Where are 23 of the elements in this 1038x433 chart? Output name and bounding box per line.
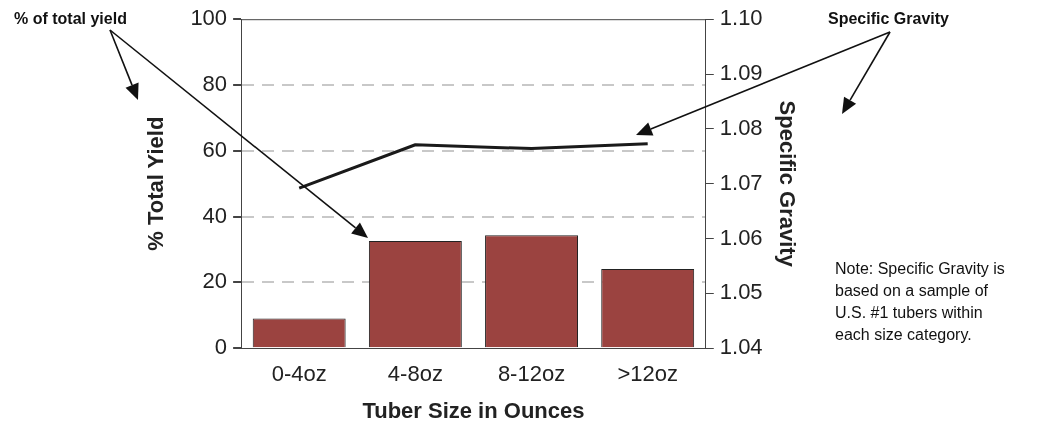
x-tick-label: 4-8oz xyxy=(387,361,443,387)
y2-tick-label: 1.07 xyxy=(719,169,763,195)
x-axis-title: Tuber Size in Ounces xyxy=(362,397,585,423)
y2-axis-title: Specific Gravity xyxy=(774,100,800,268)
x-tick-label: >12oz xyxy=(617,361,678,387)
text: Specific Gravity xyxy=(828,10,950,28)
y-axis-title: % Total Yield xyxy=(143,116,169,251)
y2-tick-label: 1.08 xyxy=(719,114,763,140)
y2-tick-label: 1.04 xyxy=(719,334,763,360)
y-tick-label: 40 xyxy=(202,202,228,228)
y2-tick-label: 1.09 xyxy=(719,60,763,86)
y-tick-label: 20 xyxy=(202,268,228,294)
y-tick-label: 60 xyxy=(202,136,228,162)
y-tick-label: 100 xyxy=(190,5,228,31)
y-tick-label: 0 xyxy=(214,334,228,360)
x-tick-label: 8-12oz xyxy=(497,361,566,387)
text: % of total yield xyxy=(14,10,128,28)
x-tick-label: 0-4oz xyxy=(271,361,327,387)
y2-tick-label: 1.10 xyxy=(719,5,763,31)
text: Note: Specific Gravity is based on a sample of U.S. #1 tubers within each size category. xyxy=(835,259,1006,345)
y-tick-label: 80 xyxy=(202,71,228,97)
y2-tick-label: 1.05 xyxy=(719,279,763,305)
y2-tick-label: 1.06 xyxy=(719,224,763,250)
